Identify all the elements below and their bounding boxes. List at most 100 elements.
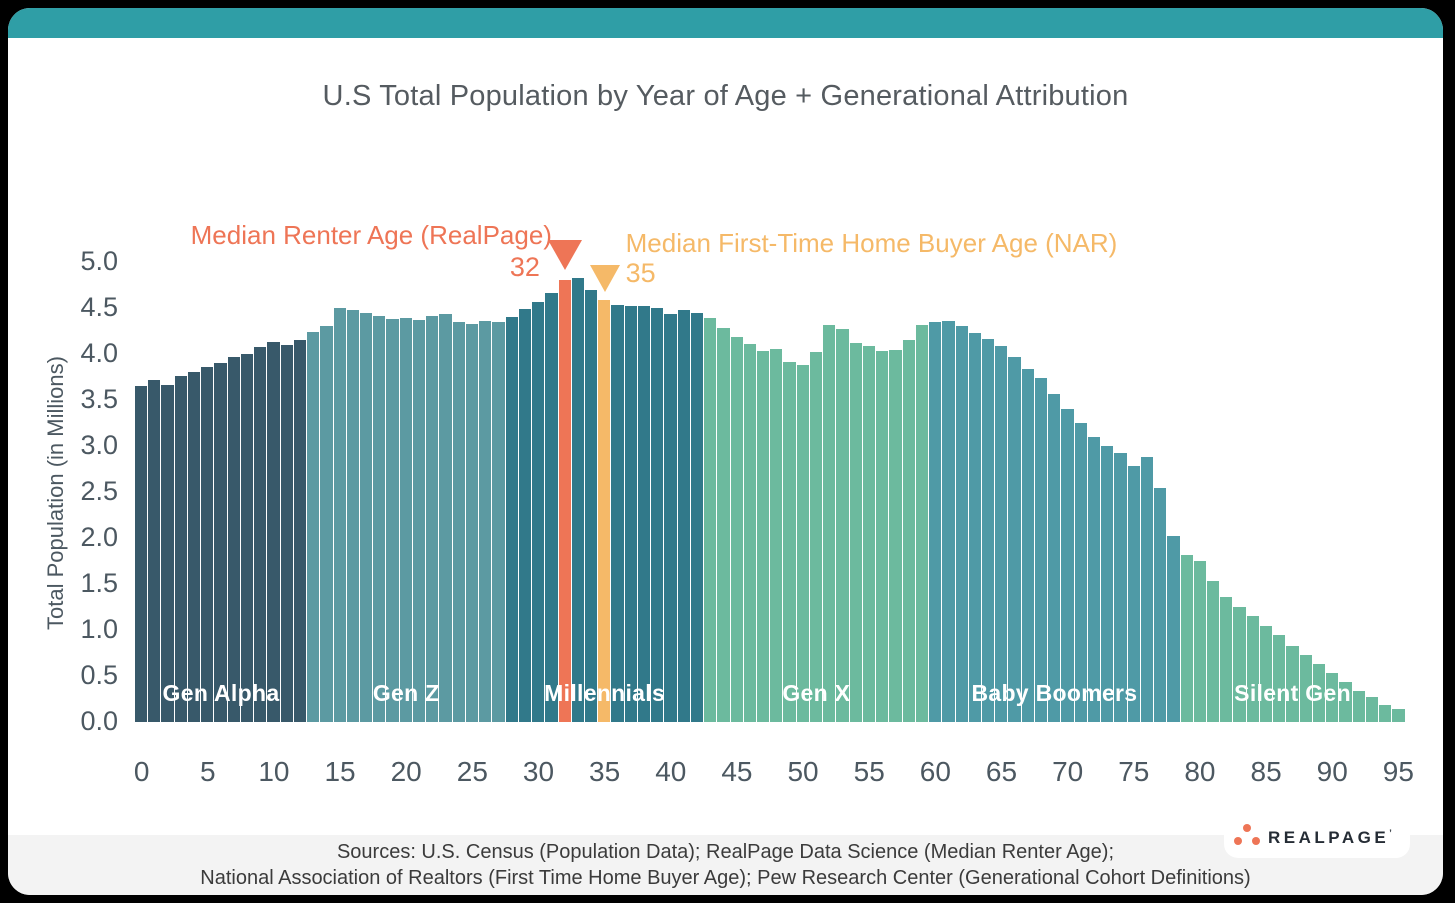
x-tick-label-0: 0 — [133, 756, 150, 787]
bar-age-0 — [135, 386, 148, 722]
bar-age-55 — [862, 345, 876, 722]
footer-sources-line-2: National Association of Realtors (First … — [200, 867, 1251, 889]
x-tick-label-55: 55 — [853, 756, 885, 787]
median-buyer-age-marker-icon — [589, 264, 620, 292]
x-tick-label-30: 30 — [522, 756, 555, 787]
logo-dot-left — [1234, 837, 1242, 845]
bar-age-43 — [704, 318, 717, 722]
median-renter-age-value: 32 — [509, 252, 540, 282]
y-tick-label-2.5: 2.5 — [80, 476, 118, 506]
bar-age-22 — [426, 316, 439, 722]
bar-age-95 — [1392, 709, 1405, 722]
bar-age-65 — [995, 345, 1008, 722]
bar-age-67 — [1021, 368, 1034, 722]
bar-age-91 — [1339, 681, 1352, 722]
bar-age-73 — [1101, 446, 1114, 722]
bar-age-44 — [717, 328, 730, 722]
bar-age-94 — [1379, 705, 1392, 722]
bar-age-85 — [1259, 626, 1273, 722]
bar-age-46 — [743, 343, 757, 722]
top-accent-bar — [8, 8, 1443, 38]
footer-sources-line-1: Sources: U.S. Census (Population Data); … — [336, 841, 1115, 863]
median-renter-age-marker-icon — [547, 240, 582, 271]
x-tick-label-25: 25 — [456, 756, 488, 787]
y-tick-label-4.0: 4.0 — [80, 338, 118, 368]
bar-age-16 — [346, 309, 359, 722]
bar-age-21 — [412, 319, 426, 722]
bar-age-75 — [1127, 466, 1140, 722]
bar-age-1 — [148, 379, 161, 722]
bar-age-34 — [584, 289, 598, 722]
logo-dot-top — [1243, 824, 1251, 832]
bar-age-89 — [1312, 664, 1326, 722]
bar-age-50 — [796, 365, 809, 722]
bar-age-62 — [955, 326, 968, 722]
bar-age-37 — [624, 306, 637, 722]
x-tick-label-45: 45 — [721, 756, 753, 787]
chart-card: U.S Total Population by Year of Age + Ge… — [8, 8, 1443, 895]
generation-label-gen-alpha: Gen Alpha — [162, 680, 280, 706]
bar-age-28 — [505, 317, 518, 722]
bar-age-41 — [677, 309, 690, 722]
bar-age-12 — [293, 340, 307, 722]
bar-age-14 — [320, 326, 333, 722]
bar-age-71 — [1074, 423, 1087, 722]
bar-age-66 — [1008, 356, 1021, 722]
bar-age-57 — [889, 350, 902, 722]
bar-age-52 — [823, 324, 836, 722]
bar-age-45 — [730, 337, 743, 722]
x-tick-label-85: 85 — [1250, 756, 1282, 787]
bar-age-15 — [333, 308, 346, 722]
chart-title: U.S Total Population by Year of Age + Ge… — [322, 80, 1129, 112]
median-buyer-age-value: 35 — [625, 258, 656, 288]
bar-age-49 — [783, 362, 796, 722]
bar-age-47 — [757, 351, 770, 722]
bar-age-82 — [1220, 596, 1233, 722]
bar-age-61 — [942, 320, 955, 722]
logo-dot-right — [1252, 837, 1260, 845]
bar-age-60 — [929, 321, 942, 722]
bar-age-70 — [1061, 409, 1074, 722]
bar-age-36 — [611, 305, 624, 722]
bar-age-76 — [1140, 457, 1154, 722]
bar-age-20 — [399, 318, 412, 722]
bar-age-78 — [1167, 536, 1180, 722]
bar-age-23 — [439, 314, 452, 722]
x-tick-label-60: 60 — [919, 756, 951, 787]
bar-age-9 — [254, 346, 267, 722]
x-tick-label-15: 15 — [324, 756, 356, 787]
bar-age-39 — [651, 308, 664, 722]
bar-age-3 — [174, 376, 187, 722]
bar-age-53 — [836, 329, 849, 722]
bar-age-54 — [849, 342, 862, 722]
bar-age-32 — [558, 280, 571, 722]
generation-label-gen-x: Gen X — [782, 680, 851, 706]
bar-age-11 — [280, 344, 293, 722]
x-tick-label-10: 10 — [258, 756, 290, 787]
x-tick-label-20: 20 — [390, 756, 422, 787]
bar-age-10 — [267, 342, 280, 722]
bar-age-19 — [386, 319, 399, 722]
bar-age-59 — [915, 324, 929, 722]
y-tick-label-5.0: 5.0 — [80, 246, 118, 276]
y-tick-label-2.0: 2.0 — [80, 522, 118, 552]
y-tick-label-4.5: 4.5 — [80, 292, 118, 322]
footer-band: Sources: U.S. Census (Population Data); … — [8, 835, 1443, 895]
bar-age-77 — [1154, 488, 1167, 722]
y-tick-label-0.5: 0.5 — [80, 660, 118, 690]
bar-age-5 — [201, 366, 214, 722]
bar-age-88 — [1299, 654, 1312, 722]
x-tick-label-80: 80 — [1184, 756, 1216, 787]
bar-age-81 — [1206, 581, 1220, 722]
x-tick-label-65: 65 — [985, 756, 1018, 787]
bar-age-93 — [1365, 697, 1379, 722]
x-tick-label-50: 50 — [787, 756, 819, 787]
bar-age-24 — [452, 321, 465, 722]
generation-label-gen-z: Gen Z — [372, 680, 440, 706]
bar-age-69 — [1048, 393, 1061, 722]
bar-age-74 — [1114, 453, 1127, 722]
bar-age-63 — [968, 332, 981, 722]
realpage-logo: REALPAGE’ — [1224, 816, 1410, 858]
bar-age-58 — [902, 340, 915, 722]
